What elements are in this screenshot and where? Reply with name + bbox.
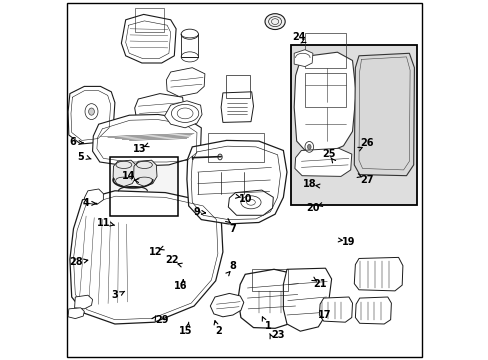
Text: 7: 7: [229, 224, 236, 234]
Text: 23: 23: [270, 330, 284, 340]
Bar: [305, 73, 346, 107]
Ellipse shape: [264, 14, 285, 30]
Text: 22: 22: [165, 255, 179, 265]
Polygon shape: [210, 293, 244, 317]
Polygon shape: [70, 191, 223, 324]
Bar: [291, 45, 416, 205]
Bar: [251, 269, 287, 291]
Polygon shape: [354, 257, 402, 291]
Ellipse shape: [88, 108, 94, 115]
Polygon shape: [221, 92, 253, 122]
Text: 5: 5: [77, 152, 84, 162]
Text: 16: 16: [173, 281, 187, 291]
Bar: [134, 8, 163, 32]
Ellipse shape: [307, 144, 310, 149]
Text: 12: 12: [148, 247, 162, 257]
Text: 21: 21: [313, 279, 326, 289]
Polygon shape: [186, 140, 286, 224]
Text: 6: 6: [69, 137, 76, 147]
Polygon shape: [228, 190, 273, 215]
Text: 28: 28: [69, 257, 82, 267]
Bar: [225, 75, 250, 98]
Polygon shape: [68, 86, 115, 144]
Polygon shape: [164, 101, 202, 128]
Text: 26: 26: [360, 138, 373, 148]
Text: 8: 8: [229, 261, 236, 271]
Text: 1: 1: [264, 321, 271, 331]
Text: 20: 20: [305, 203, 319, 213]
Text: 11: 11: [97, 218, 111, 228]
Text: 4: 4: [82, 198, 89, 208]
Polygon shape: [121, 14, 176, 63]
Text: 27: 27: [360, 175, 373, 185]
Text: 14: 14: [122, 171, 135, 181]
Polygon shape: [238, 269, 303, 328]
Bar: [208, 133, 264, 162]
Polygon shape: [319, 297, 352, 322]
Polygon shape: [283, 268, 331, 331]
Polygon shape: [133, 160, 157, 186]
Polygon shape: [68, 308, 84, 319]
Text: 29: 29: [155, 315, 168, 325]
Text: 2: 2: [215, 326, 222, 336]
Bar: [109, 157, 178, 216]
Text: 3: 3: [111, 290, 118, 300]
Polygon shape: [166, 68, 204, 96]
Polygon shape: [294, 50, 312, 67]
Text: 19: 19: [342, 237, 355, 247]
Polygon shape: [92, 114, 201, 166]
Text: 17: 17: [318, 310, 331, 320]
Polygon shape: [75, 295, 92, 309]
Text: 24: 24: [292, 32, 305, 42]
Bar: [305, 33, 346, 68]
Text: 9: 9: [193, 207, 200, 217]
Bar: [109, 157, 178, 216]
Polygon shape: [294, 52, 355, 153]
Polygon shape: [134, 94, 183, 122]
Text: 18: 18: [302, 179, 315, 189]
Text: 13: 13: [133, 144, 146, 154]
Text: 15: 15: [179, 326, 193, 336]
Bar: [291, 45, 416, 205]
Polygon shape: [113, 160, 136, 186]
Text: 25: 25: [322, 149, 335, 159]
Text: 10: 10: [238, 194, 251, 204]
Polygon shape: [354, 53, 413, 176]
Polygon shape: [294, 148, 351, 176]
Polygon shape: [84, 189, 103, 204]
Polygon shape: [355, 297, 390, 324]
